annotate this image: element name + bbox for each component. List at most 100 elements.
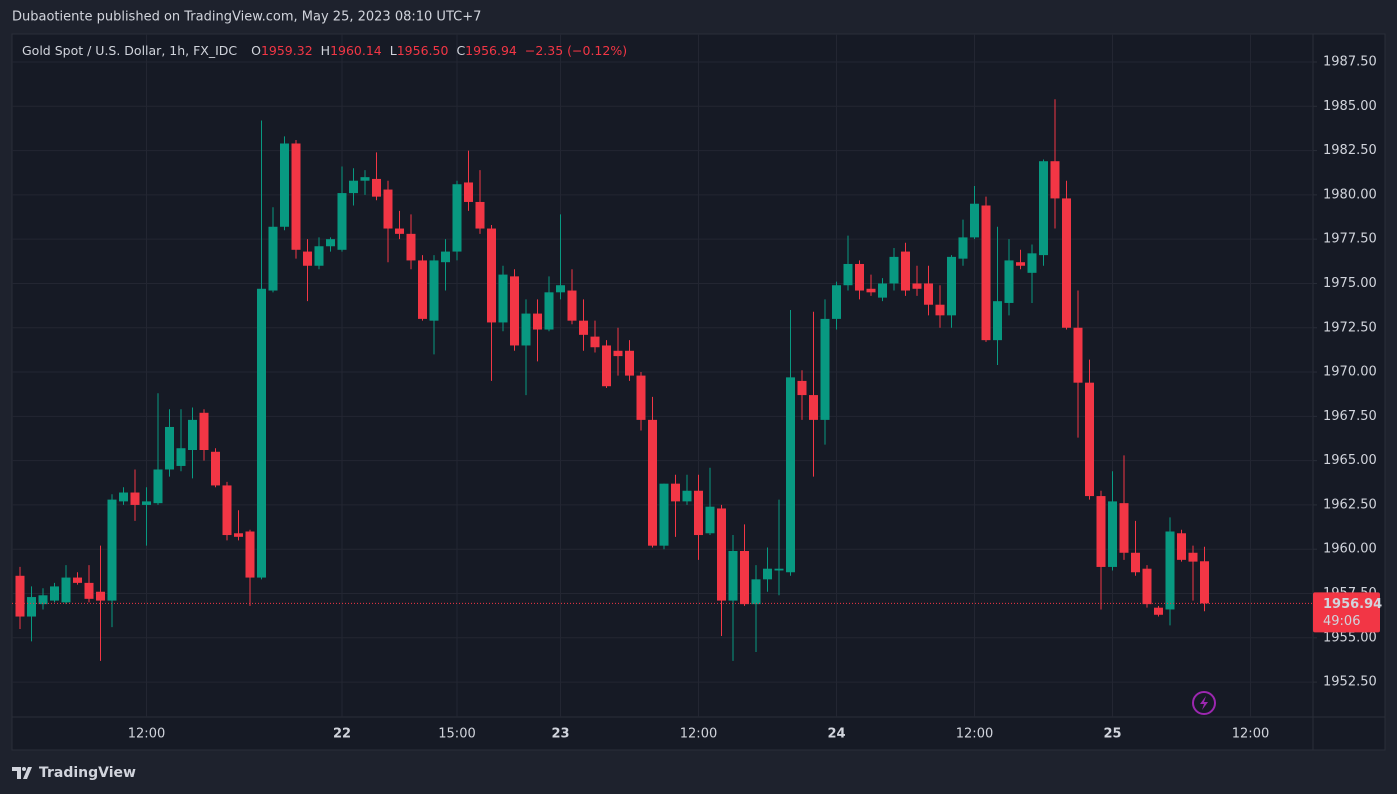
candle-body	[659, 483, 669, 546]
logo	[12, 767, 32, 779]
y-tick-label: 1987.50	[1323, 54, 1377, 69]
candle-body	[843, 263, 853, 286]
candle-body	[475, 201, 485, 229]
candle-body	[211, 451, 220, 486]
candle-body	[142, 501, 151, 505]
candle-body	[544, 292, 554, 330]
candle-body	[602, 345, 611, 387]
alert-bolt	[1200, 696, 1208, 710]
candle-body	[1154, 607, 1163, 615]
candle-body	[395, 228, 404, 234]
candle-body	[188, 419, 197, 451]
candle-body	[533, 313, 542, 330]
candle-body	[1085, 382, 1094, 497]
candle-body	[199, 412, 209, 451]
candle-body	[636, 375, 646, 420]
publisher-text: Dubaotiente published on TradingView.com…	[12, 10, 481, 25]
candle-body	[61, 577, 71, 603]
candle-body	[1050, 161, 1060, 199]
symbol-title: Gold Spot / U.S. Dollar, 1h, FX_IDC	[22, 43, 238, 58]
candle-body	[1016, 262, 1025, 266]
legend-key: C	[456, 43, 466, 58]
candle-body	[694, 490, 703, 536]
y-tick-label: 1972.50	[1323, 320, 1377, 335]
candle-body	[326, 239, 335, 247]
candle-body	[751, 579, 761, 605]
candle-body	[234, 533, 243, 537]
candle-body	[912, 283, 922, 289]
candle-body	[153, 469, 163, 504]
candle-body	[809, 395, 818, 420]
legend: Gold Spot / U.S. Dollar, 1h, FX_IDC O195…	[22, 43, 635, 58]
alert-icon[interactable]	[1192, 691, 1216, 715]
legend-key: H	[320, 43, 331, 58]
legend-value: 1956.50	[396, 43, 449, 58]
candle-body	[740, 550, 749, 605]
candle-body	[935, 304, 945, 316]
x-tick-label: 24	[827, 727, 845, 742]
candle-body	[763, 568, 772, 580]
candle-body	[1004, 260, 1014, 303]
candle-body	[901, 251, 910, 291]
candle-body	[855, 263, 864, 291]
candle-body	[245, 531, 255, 578]
candle-body	[464, 182, 473, 202]
candle-body	[130, 492, 140, 505]
candle-body	[383, 189, 393, 229]
y-tick-label: 1960.00	[1323, 542, 1377, 557]
candle-body	[222, 485, 232, 536]
last-price-label: 1956.94	[1323, 597, 1382, 612]
candle-body	[176, 448, 186, 466]
candle-body	[119, 492, 128, 502]
candle-body	[360, 177, 370, 181]
candle-body	[832, 285, 841, 319]
candle-body	[671, 483, 680, 502]
x-tick-label: 23	[551, 727, 569, 742]
candle-body	[107, 499, 117, 601]
candle-body	[924, 283, 933, 305]
candle-body	[1119, 503, 1129, 553]
legend-value: 1959.32	[260, 43, 313, 58]
y-tick-label: 1977.50	[1323, 232, 1377, 247]
candle-body	[314, 246, 324, 266]
candle-body	[15, 575, 25, 617]
countdown-label: 49:06	[1323, 614, 1360, 629]
candle-body	[1062, 198, 1071, 328]
x-tick-label: 15:00	[438, 727, 475, 742]
x-tick-label: 25	[1103, 727, 1121, 742]
candle-body	[510, 276, 519, 346]
legend-key: L	[389, 43, 397, 58]
candle-body	[291, 143, 301, 250]
candle-body	[728, 550, 738, 601]
candle-body	[452, 184, 462, 252]
x-tick-label: 12:00	[956, 727, 993, 742]
candle-body	[337, 193, 347, 250]
candle-body	[268, 226, 278, 291]
candle-body	[1027, 253, 1037, 273]
candle-body	[521, 313, 531, 346]
candle-body	[1188, 552, 1198, 562]
candle-body	[27, 597, 36, 617]
candle-body	[487, 228, 496, 323]
y-tick-label: 1970.00	[1323, 365, 1377, 380]
candle-body	[947, 256, 956, 316]
x-tick-label: 22	[333, 727, 351, 742]
candle-body	[441, 251, 450, 263]
candle-body	[705, 506, 715, 534]
candle-body	[613, 350, 623, 357]
legend-value: 1956.94	[465, 43, 517, 58]
logo-mark	[12, 767, 32, 779]
candle-body	[878, 283, 887, 298]
candle-body	[280, 143, 289, 227]
candle-body	[1073, 327, 1083, 383]
candle-body	[372, 178, 381, 197]
candle-body	[556, 285, 565, 293]
candle-body	[797, 380, 807, 396]
candle-body	[96, 591, 105, 601]
candle-body	[50, 586, 59, 601]
candle-body	[993, 301, 1002, 341]
candle-body	[717, 508, 726, 601]
y-tick-label: 1980.00	[1323, 187, 1377, 202]
